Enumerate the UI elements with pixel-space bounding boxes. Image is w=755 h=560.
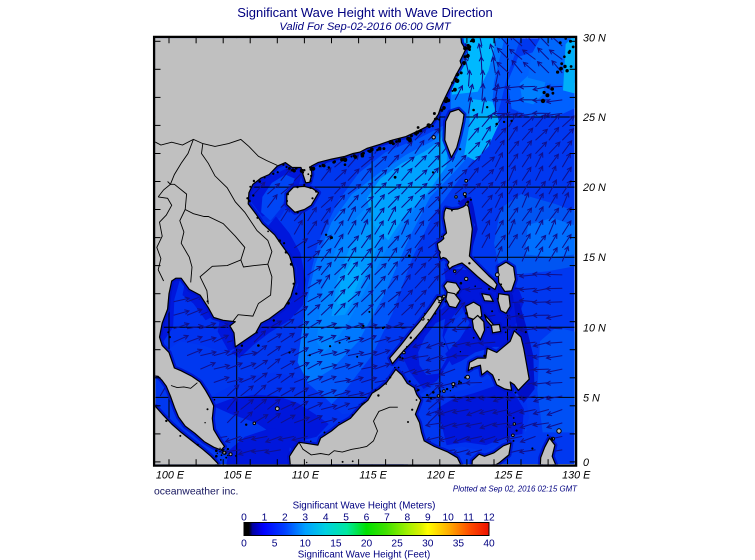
svg-text:125 E: 125 E [494, 470, 523, 482]
svg-text:120 E: 120 E [427, 470, 456, 482]
svg-text:0: 0 [583, 457, 589, 469]
svg-text:10: 10 [300, 539, 312, 550]
svg-text:5: 5 [272, 539, 278, 550]
svg-text:12: 12 [483, 512, 495, 523]
svg-text:Significant Wave Height with W: Significant Wave Height with Wave Direct… [237, 5, 493, 20]
svg-text:Significant Wave Height (Feet): Significant Wave Height (Feet) [298, 550, 431, 560]
svg-text:5 N: 5 N [583, 392, 600, 404]
svg-text:4: 4 [323, 512, 329, 523]
svg-text:Significant Wave Height (Meter: Significant Wave Height (Meters) [293, 501, 436, 512]
svg-text:105 E: 105 E [224, 470, 253, 482]
svg-text:oceanweather inc.: oceanweather inc. [154, 487, 238, 498]
svg-text:100 E: 100 E [156, 470, 185, 482]
svg-text:40: 40 [483, 539, 495, 550]
svg-text:35: 35 [453, 539, 465, 550]
svg-text:0: 0 [241, 512, 247, 523]
svg-text:10: 10 [443, 512, 455, 523]
svg-text:3: 3 [302, 512, 308, 523]
svg-text:20 N: 20 N [582, 182, 606, 194]
svg-text:110 E: 110 E [292, 470, 320, 482]
svg-text:25 N: 25 N [582, 112, 606, 124]
svg-text:20: 20 [361, 539, 373, 550]
svg-text:25: 25 [391, 539, 403, 550]
svg-text:5: 5 [343, 512, 349, 523]
svg-text:15: 15 [330, 539, 342, 550]
svg-text:8: 8 [404, 512, 410, 523]
svg-text:0: 0 [241, 539, 247, 550]
svg-text:30: 30 [422, 539, 434, 550]
svg-text:11: 11 [463, 512, 474, 523]
svg-text:9: 9 [425, 512, 431, 523]
svg-text:Plotted at Sep 02, 2016 02:15: Plotted at Sep 02, 2016 02:15 GMT [453, 485, 578, 494]
svg-text:6: 6 [364, 512, 370, 523]
svg-text:10 N: 10 N [583, 322, 606, 334]
svg-text:1: 1 [262, 512, 268, 523]
svg-text:7: 7 [384, 512, 390, 523]
svg-text:130 E: 130 E [562, 470, 591, 482]
svg-text:2: 2 [282, 512, 288, 523]
svg-text:115 E: 115 E [359, 470, 387, 482]
svg-text:Valid For Sep-02-2016 06:00 GM: Valid For Sep-02-2016 06:00 GMT [279, 21, 451, 33]
svg-text:15 N: 15 N [583, 252, 606, 264]
svg-text:30 N: 30 N [583, 33, 606, 45]
